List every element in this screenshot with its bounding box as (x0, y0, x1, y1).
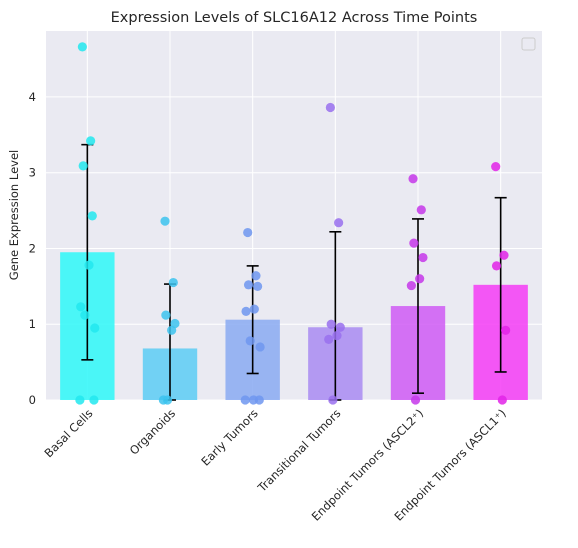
data-point (77, 42, 87, 52)
plot-area (46, 31, 542, 400)
data-point (415, 274, 425, 284)
data-point (497, 395, 507, 405)
data-point (86, 136, 96, 146)
data-point (334, 218, 344, 228)
data-point (87, 211, 97, 221)
data-point (76, 302, 86, 312)
data-point (416, 205, 426, 215)
data-point (325, 102, 335, 113)
data-point (167, 325, 177, 335)
y-tick-label: 3 (29, 166, 36, 180)
data-point (408, 174, 418, 184)
data-point (78, 161, 88, 171)
data-point (248, 395, 259, 405)
data-point (326, 319, 336, 329)
data-point (170, 318, 180, 329)
data-point (161, 310, 171, 320)
data-point (255, 342, 265, 352)
data-point (245, 336, 255, 346)
data-point (409, 238, 419, 248)
data-point (90, 323, 100, 333)
data-point (418, 252, 428, 263)
data-point (491, 162, 501, 172)
data-point (243, 280, 254, 290)
y-axis-label: Gene Expression Level (7, 150, 21, 280)
y-tick-label: 0 (29, 393, 36, 407)
x-tick-label: Organoids (127, 406, 178, 457)
data-point (253, 281, 263, 291)
data-point (324, 334, 334, 344)
data-point (328, 395, 338, 405)
data-point (249, 304, 259, 314)
data-point (75, 395, 85, 405)
x-tick-label: Basal Cells (41, 406, 95, 460)
x-tick-labels: Basal Cells Organoids Early TumorsTransiti… (41, 406, 508, 523)
data-point (241, 306, 251, 316)
data-point (406, 280, 416, 291)
error-bars (81, 143, 507, 401)
data-point (251, 271, 261, 281)
y-tick-label: 2 (29, 241, 36, 255)
data-point (160, 216, 170, 226)
data-point (89, 395, 99, 405)
data-point (168, 277, 178, 288)
data-point (499, 250, 509, 260)
data-point (243, 227, 253, 238)
data-point (84, 260, 94, 270)
data-points (75, 42, 511, 405)
data-point (162, 395, 173, 405)
y-tick-labels: 0 1 2 3 4 (29, 90, 36, 407)
data-point (335, 322, 345, 332)
chart-title: Expression Levels of SLC16A12 Across Tim… (111, 10, 478, 26)
x-tick-label: Early Tumors (198, 406, 260, 468)
data-point (332, 330, 342, 341)
data-point (501, 325, 511, 335)
x-tick-label: Transitional Tumors (254, 406, 343, 495)
data-point (491, 261, 502, 271)
data-point (80, 310, 90, 320)
data-point (410, 395, 421, 405)
data-point (240, 395, 250, 405)
legend-box (521, 37, 536, 51)
y-tick-label: 1 (29, 317, 36, 331)
y-tick-label: 4 (29, 90, 36, 104)
